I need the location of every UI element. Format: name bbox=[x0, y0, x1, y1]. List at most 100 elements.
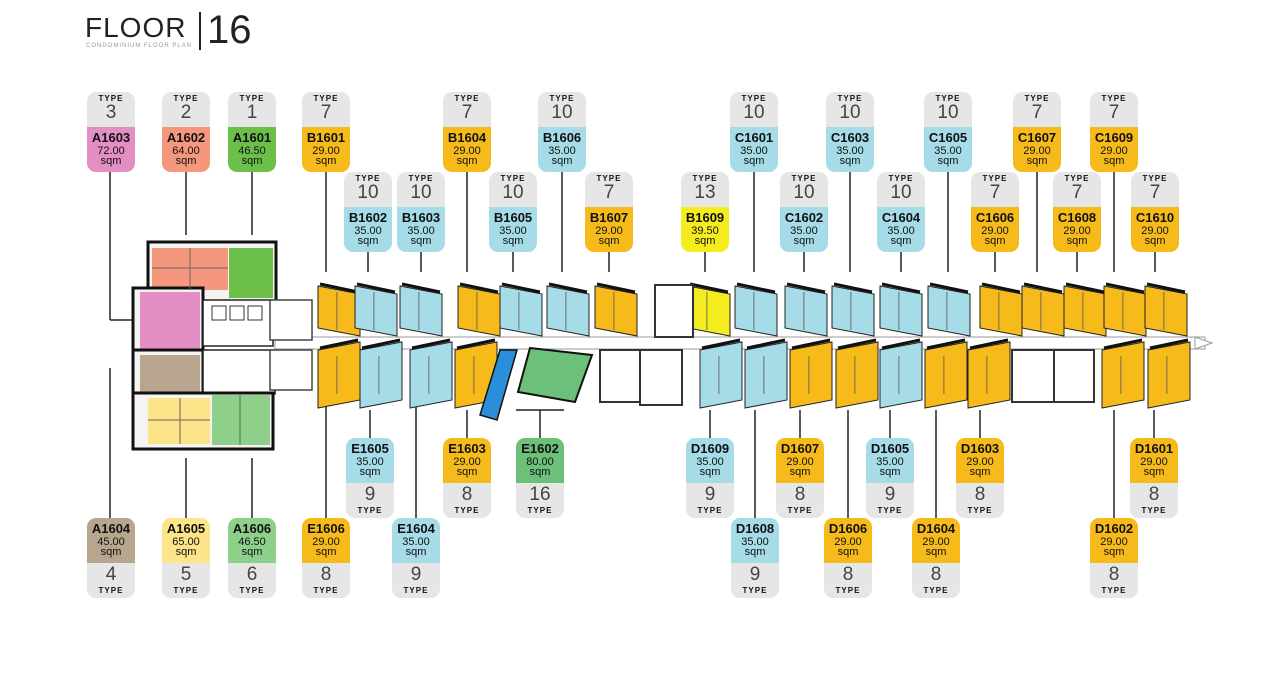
unit-a1606-shape[interactable] bbox=[212, 395, 270, 445]
unit-code: D1605 bbox=[870, 441, 910, 456]
unit-tag-c1606[interactable]: TYPE 7 C1606 29.00 sqm bbox=[971, 172, 1019, 252]
unit-c1602-shape[interactable] bbox=[784, 285, 828, 337]
unit-tag-a1606[interactable]: A1606 46.50 sqm TYPE 6 bbox=[228, 518, 276, 598]
unit-type-badge: TYPE 7 bbox=[302, 92, 350, 127]
unit-tag-c1609[interactable]: TYPE 7 C1609 29.00 sqm bbox=[1090, 92, 1138, 172]
unit-b1607-shape[interactable] bbox=[594, 285, 638, 337]
unit-tag-d1609[interactable]: D1609 35.00 sqm TYPE 9 bbox=[686, 438, 734, 518]
unit-tag-a1604[interactable]: A1604 45.00 sqm TYPE 4 bbox=[87, 518, 135, 598]
unit-code: D1602 bbox=[1094, 521, 1134, 536]
unit-tag-b1602[interactable]: TYPE 10 B1602 35.00 sqm bbox=[344, 172, 392, 252]
unit-c1607-shape[interactable] bbox=[1021, 285, 1065, 337]
unit-tag-b1607[interactable]: TYPE 7 B1607 29.00 sqm bbox=[585, 172, 633, 252]
unit-d1605-shape[interactable] bbox=[879, 341, 923, 409]
unit-tag-d1606[interactable]: D1606 29.00 sqm TYPE 8 bbox=[824, 518, 872, 598]
unit-tag-d1603[interactable]: D1603 29.00 sqm TYPE 8 bbox=[956, 438, 1004, 518]
unit-area: 29.00 bbox=[1023, 145, 1051, 157]
unit-tag-c1602[interactable]: TYPE 10 C1602 35.00 sqm bbox=[780, 172, 828, 252]
unit-c1609-shape[interactable] bbox=[1103, 285, 1147, 337]
unit-d1606-shape[interactable] bbox=[835, 341, 879, 409]
unit-a1605-shape[interactable] bbox=[148, 398, 210, 444]
unit-tag-a1603[interactable]: TYPE 3 A1603 72.00 sqm bbox=[87, 92, 135, 172]
unit-tag-b1601[interactable]: TYPE 7 B1601 29.00 sqm bbox=[302, 92, 350, 172]
area-unit: sqm bbox=[1103, 546, 1125, 558]
unit-a1604-shape[interactable] bbox=[140, 355, 200, 393]
unit-a1601-shape[interactable] bbox=[229, 248, 273, 298]
unit-a1603-shape[interactable] bbox=[140, 292, 200, 354]
unit-tag-e1604[interactable]: E1604 35.00 sqm TYPE 9 bbox=[392, 518, 440, 598]
unit-tag-b1603[interactable]: TYPE 10 B1603 35.00 sqm bbox=[397, 172, 445, 252]
unit-tag-e1603[interactable]: E1603 29.00 sqm TYPE 8 bbox=[443, 438, 491, 518]
area-unit: sqm bbox=[743, 155, 765, 167]
unit-tag-a1601[interactable]: TYPE 1 A1601 46.50 sqm bbox=[228, 92, 276, 172]
unit-tag-c1607[interactable]: TYPE 7 C1607 29.00 sqm bbox=[1013, 92, 1061, 172]
unit-c1604-shape[interactable] bbox=[879, 285, 923, 337]
unit-e1602-shape[interactable] bbox=[516, 346, 594, 404]
unit-tag-d1607[interactable]: D1607 29.00 sqm TYPE 8 bbox=[776, 438, 824, 518]
unit-c1605-shape[interactable] bbox=[927, 285, 971, 337]
unit-area: 39.50 bbox=[691, 225, 719, 237]
unit-code: E1603 bbox=[448, 441, 486, 456]
unit-tag-c1604[interactable]: TYPE 10 C1604 35.00 sqm bbox=[877, 172, 925, 252]
unit-tag-c1608[interactable]: TYPE 7 C1608 29.00 sqm bbox=[1053, 172, 1101, 252]
unit-tag-a1602[interactable]: TYPE 2 A1602 64.00 sqm bbox=[162, 92, 210, 172]
unit-tag-c1601[interactable]: TYPE 10 C1601 35.00 sqm bbox=[730, 92, 778, 172]
unit-tag-c1605[interactable]: TYPE 10 C1605 35.00 sqm bbox=[924, 92, 972, 172]
unit-tag-b1604[interactable]: TYPE 7 B1604 29.00 sqm bbox=[443, 92, 491, 172]
unit-d1602-shape[interactable] bbox=[1101, 341, 1145, 409]
unit-area: 65.00 bbox=[172, 536, 200, 548]
unit-info: E1603 29.00 sqm bbox=[443, 438, 491, 483]
type-number: 7 bbox=[1031, 102, 1043, 123]
unit-tag-b1609[interactable]: TYPE 13 B1609 39.50 sqm bbox=[681, 172, 729, 252]
unit-c1603-shape[interactable] bbox=[831, 285, 875, 337]
pool-area bbox=[479, 346, 594, 421]
unit-d1604-shape[interactable] bbox=[924, 341, 968, 409]
unit-b1605-shape[interactable] bbox=[499, 285, 543, 337]
unit-info: B1602 35.00 sqm bbox=[344, 207, 392, 252]
unit-tag-d1608[interactable]: D1608 35.00 sqm TYPE 9 bbox=[731, 518, 779, 598]
type-number: 6 bbox=[246, 564, 258, 585]
unit-b1601-shape[interactable] bbox=[317, 285, 361, 337]
unit-b1602-shape[interactable] bbox=[354, 285, 398, 337]
unit-info: B1607 29.00 sqm bbox=[585, 207, 633, 252]
unit-tag-d1602[interactable]: D1602 29.00 sqm TYPE 8 bbox=[1090, 518, 1138, 598]
unit-d1607-shape[interactable] bbox=[789, 341, 833, 409]
unit-c1610-shape[interactable] bbox=[1144, 285, 1188, 337]
unit-info: C1602 35.00 sqm bbox=[780, 207, 828, 252]
unit-tag-c1610[interactable]: TYPE 7 C1610 29.00 sqm bbox=[1131, 172, 1179, 252]
unit-tag-e1602[interactable]: E1602 80.00 sqm TYPE 16 bbox=[516, 438, 564, 518]
unit-c1608-shape[interactable] bbox=[1063, 285, 1107, 337]
unit-tag-e1605[interactable]: E1605 35.00 sqm TYPE 9 bbox=[346, 438, 394, 518]
unit-tag-b1605[interactable]: TYPE 10 B1605 35.00 sqm bbox=[489, 172, 537, 252]
unit-type-badge: TYPE 8 bbox=[824, 563, 872, 598]
area-unit: sqm bbox=[1066, 235, 1088, 247]
unit-b1606-shape[interactable] bbox=[546, 285, 590, 337]
unit-e1605-shape[interactable] bbox=[359, 341, 403, 409]
unit-e1606-shape[interactable] bbox=[317, 341, 361, 409]
unit-b1603-shape[interactable] bbox=[399, 285, 443, 337]
unit-c1601-shape[interactable] bbox=[734, 285, 778, 337]
unit-tag-a1605[interactable]: A1605 65.00 sqm TYPE 5 bbox=[162, 518, 210, 598]
unit-tag-c1603[interactable]: TYPE 10 C1603 35.00 sqm bbox=[826, 92, 874, 172]
unit-tag-e1606[interactable]: E1606 29.00 sqm TYPE 8 bbox=[302, 518, 350, 598]
unit-d1603-shape[interactable] bbox=[967, 341, 1011, 409]
unit-d1601-shape[interactable] bbox=[1147, 341, 1191, 409]
type-number: 8 bbox=[1108, 564, 1120, 585]
unit-c1606-shape[interactable] bbox=[979, 285, 1023, 337]
unit-tag-d1605[interactable]: D1605 35.00 sqm TYPE 9 bbox=[866, 438, 914, 518]
unit-tag-d1601[interactable]: D1601 29.00 sqm TYPE 8 bbox=[1130, 438, 1178, 518]
unit-e1604-shape[interactable] bbox=[409, 341, 453, 409]
unit-tag-d1604[interactable]: D1604 29.00 sqm TYPE 8 bbox=[912, 518, 960, 598]
unit-b1604-shape[interactable] bbox=[457, 285, 501, 337]
unit-tag-b1606[interactable]: TYPE 10 B1606 35.00 sqm bbox=[538, 92, 586, 172]
unit-type-badge: TYPE 7 bbox=[585, 172, 633, 207]
type-label: TYPE bbox=[923, 586, 949, 595]
type-number: 7 bbox=[603, 182, 615, 203]
type-label: TYPE bbox=[454, 506, 480, 515]
unit-d1608-shape[interactable] bbox=[744, 341, 788, 409]
unit-d1609-shape[interactable] bbox=[699, 341, 743, 409]
type-label: TYPE bbox=[239, 94, 265, 103]
unit-area: 29.00 bbox=[312, 536, 340, 548]
unit-b1609-shape[interactable] bbox=[687, 285, 731, 337]
unit-area: 29.00 bbox=[453, 456, 481, 468]
